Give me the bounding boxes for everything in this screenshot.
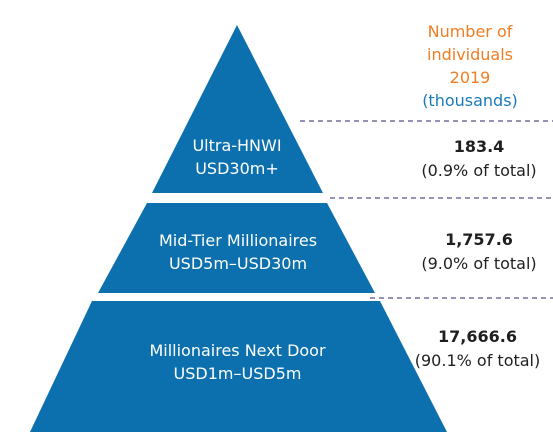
tier-label-mid-tier: Mid-Tier Millionaires USD5m–USD30m — [112, 229, 364, 275]
header-line-1: Number of — [427, 22, 513, 41]
stat-next-door: 17,666.6 (90.1% of total) — [402, 325, 553, 373]
tier-name: Millionaires Next Door — [149, 341, 326, 360]
stat-share: (90.1% of total) — [414, 351, 541, 370]
tier-range: USD1m–USD5m — [173, 364, 302, 383]
stat-ultra-hnwi: 183.4 (0.9% of total) — [405, 135, 553, 183]
tier-name: Mid-Tier Millionaires — [158, 231, 318, 250]
header-line-2: individuals — [427, 45, 513, 64]
stat-value: 183.4 — [453, 137, 505, 156]
pyramid-tier-ultra-hnwi — [152, 25, 323, 193]
header-line-3: 2019 — [449, 68, 491, 87]
tier-range: USD30m+ — [195, 159, 279, 178]
pyramid-tier-next-door — [30, 301, 447, 432]
column-header: Number of individuals 2019 (thousands) — [400, 20, 540, 112]
tier-label-next-door: Millionaires Next Door USD1m–USD5m — [100, 339, 375, 385]
tier-label-ultra-hnwi: Ultra-HNWI USD30m+ — [147, 134, 327, 180]
stat-mid-tier: 1,757.6 (9.0% of total) — [405, 228, 553, 276]
stat-value: 17,666.6 — [438, 327, 517, 346]
stat-value: 1,757.6 — [445, 230, 513, 249]
tier-name: Ultra-HNWI — [192, 136, 282, 155]
stat-share: (0.9% of total) — [421, 161, 537, 180]
tier-range: USD5m–USD30m — [168, 254, 308, 273]
stat-share: (9.0% of total) — [421, 254, 537, 273]
pyramid-tier-mid-tier — [98, 203, 375, 293]
header-line-4: (thousands) — [422, 91, 518, 110]
